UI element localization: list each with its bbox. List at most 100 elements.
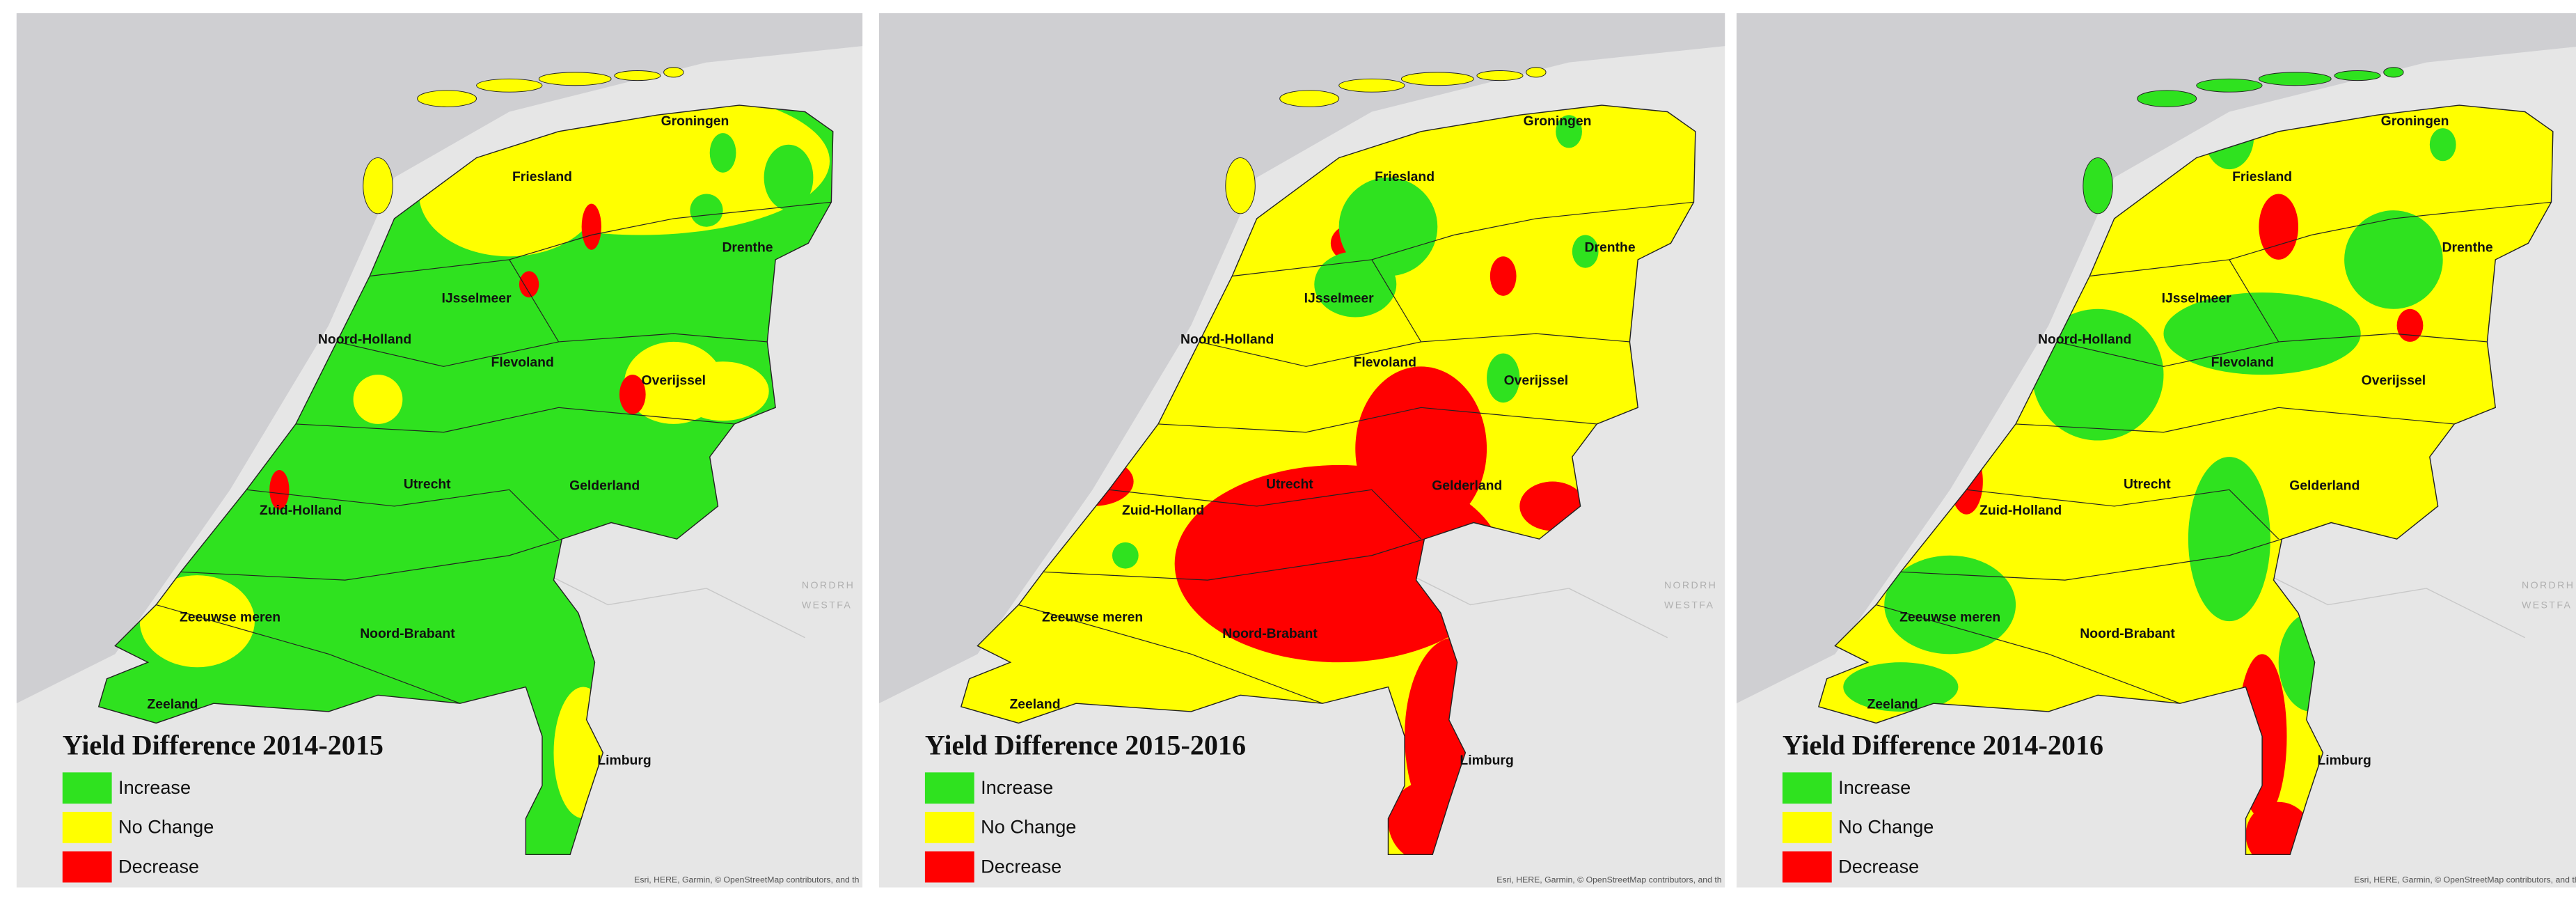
map-body: NORDRH WESTFA Groningen Friesland Drenthe IJs… xyxy=(878,13,1725,888)
zone xyxy=(581,203,601,250)
zone xyxy=(2163,292,2361,375)
region-label: Groningen xyxy=(2381,114,2449,129)
province-border xyxy=(2056,341,2279,367)
zone xyxy=(2188,457,2270,622)
legend-label: Increase xyxy=(1838,776,1911,798)
background-label: WESTFA xyxy=(1664,600,1714,611)
province-border xyxy=(2229,259,2488,343)
region-label: Utrecht xyxy=(2124,476,2171,492)
region-label: Overijssel xyxy=(642,373,706,389)
region-label: Zeeland xyxy=(1009,697,1060,712)
region-label: Noord-Holland xyxy=(1180,332,1274,347)
map-body: NORDRH WESTFA Groningen Friesland Drenthe IJs… xyxy=(1736,13,2576,888)
region-label: Zeeland xyxy=(147,697,198,712)
zone xyxy=(353,375,403,424)
zone xyxy=(2396,308,2424,342)
province-border xyxy=(1043,538,1425,581)
region-label: Gelderland xyxy=(2289,478,2360,494)
island xyxy=(1476,70,1524,81)
island xyxy=(663,67,684,78)
zone xyxy=(764,144,814,211)
province-border xyxy=(1158,407,1597,433)
region-label: Noord-Holland xyxy=(2038,332,2131,347)
zone xyxy=(1314,251,1397,318)
legend-swatch xyxy=(62,811,112,843)
region-label: Limburg xyxy=(2317,753,2371,768)
zone xyxy=(1556,115,1582,148)
zone xyxy=(1843,662,1959,712)
region-label: Zeeuwse meren xyxy=(180,610,280,625)
sea xyxy=(878,13,1725,704)
zone xyxy=(2429,128,2456,162)
province-border xyxy=(1876,604,2181,704)
province-border xyxy=(370,201,832,277)
region-label: Gelderland xyxy=(1432,478,1502,494)
region-label: Noord-Brabant xyxy=(2080,626,2175,641)
region-label: Utrecht xyxy=(404,476,451,492)
zone xyxy=(1487,353,1520,403)
island xyxy=(417,90,477,107)
province-border xyxy=(336,341,559,367)
sea xyxy=(1736,13,2576,704)
background-label: WESTFA xyxy=(802,600,852,611)
region-label: Zuid-Holland xyxy=(1980,503,2062,518)
border-line xyxy=(1371,555,1668,639)
country-outline xyxy=(1817,104,2554,856)
province-border xyxy=(2089,201,2552,277)
province-border xyxy=(1018,604,1323,704)
region-label: Noord-Brabant xyxy=(1222,626,1318,641)
province-border xyxy=(1109,489,1422,540)
country-outline xyxy=(97,104,834,856)
region-label: Noord-Holland xyxy=(318,332,411,347)
sea xyxy=(16,13,863,704)
region-label: Drenthe xyxy=(722,240,773,255)
island xyxy=(476,78,543,93)
province-border xyxy=(156,604,461,704)
background-label: NORDRH xyxy=(2522,580,2575,591)
province-border xyxy=(295,407,735,433)
region-label: Friesland xyxy=(1375,169,1435,185)
zone xyxy=(519,271,539,298)
region-label: Groningen xyxy=(1524,114,1592,129)
region-label: Zeeland xyxy=(1867,697,1918,712)
region-label: Overijssel xyxy=(2362,373,2426,389)
region-label: Utrecht xyxy=(1266,476,1313,492)
map-panel: NORDRH WESTFA Groningen Friesland Drenthe IJs… xyxy=(1736,13,2576,888)
map-title: Yield Difference 2014-2015 xyxy=(63,729,384,760)
province-border xyxy=(1199,341,1421,367)
region-label: Limburg xyxy=(597,753,651,768)
region-label: IJsselmeer xyxy=(442,291,512,306)
zone xyxy=(1884,555,2016,655)
region-label: Flevoland xyxy=(1354,355,1416,370)
region-label: Zuid-Holland xyxy=(260,503,342,518)
province-border xyxy=(1966,489,2279,540)
legend-label: Decrease xyxy=(981,855,1061,877)
island xyxy=(1225,157,1256,214)
legend-label: Decrease xyxy=(118,855,199,877)
zone xyxy=(709,133,736,173)
region-label: Noord-Brabant xyxy=(360,626,455,641)
province-border xyxy=(2016,407,2455,433)
region-label: Groningen xyxy=(661,114,729,129)
legend-label: Decrease xyxy=(1838,855,1919,877)
attribution: Esri, HERE, Garmin, © OpenStreetMap cont… xyxy=(1496,875,1721,884)
legend-swatch xyxy=(924,772,974,804)
zone xyxy=(624,341,723,424)
region-label: Limburg xyxy=(1460,753,1513,768)
island xyxy=(2083,157,2113,214)
zone xyxy=(139,575,255,668)
region-label: Friesland xyxy=(2232,169,2292,185)
legend-swatch xyxy=(62,772,112,804)
island xyxy=(538,72,612,86)
zone xyxy=(1112,542,1139,569)
background-label: NORDRH xyxy=(802,580,855,591)
zone xyxy=(2259,194,2299,260)
island xyxy=(1279,90,1340,107)
border-line xyxy=(509,555,805,639)
zone xyxy=(1490,256,1517,296)
legend-label: Increase xyxy=(981,776,1053,798)
province-border xyxy=(1371,259,1630,343)
map-body: NORDRH WESTFA Groningen Friesland Drenthe IJs… xyxy=(16,13,863,888)
island xyxy=(2383,67,2404,78)
